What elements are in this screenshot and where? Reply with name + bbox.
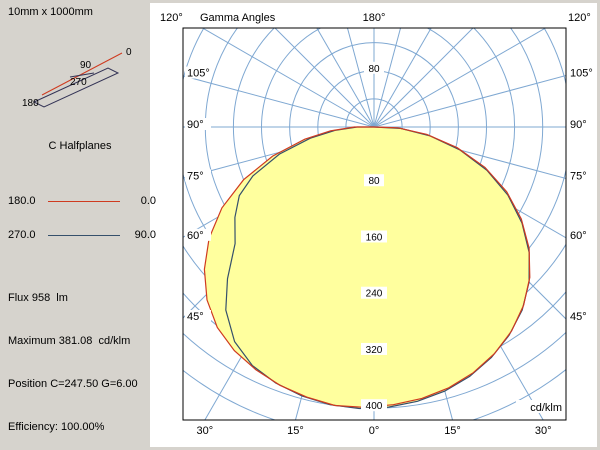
grid-ray bbox=[373, 28, 474, 128]
label-chip bbox=[364, 61, 384, 74]
bottom-angle-label: 15° bbox=[287, 425, 304, 437]
label-chip bbox=[185, 118, 211, 130]
legend-label-270: 270.0 bbox=[8, 228, 36, 241]
grid-ray bbox=[373, 28, 432, 128]
curve-fill-C270-C90 bbox=[225, 127, 530, 409]
angle-270-label: 270 bbox=[70, 77, 87, 88]
grid-ray bbox=[346, 28, 375, 128]
legend-row-c270-c90: 270.0 90.0 bbox=[8, 228, 156, 242]
angle-0-label: 0 bbox=[126, 47, 132, 58]
ring-label: 80 bbox=[368, 64, 380, 75]
right-angle-label: 45° bbox=[570, 311, 587, 323]
angle-labels: 30° 15° 0° 15° 30° 105° 105° 90° 90° 75° 75° 60° 60°… bbox=[160, 12, 593, 437]
right-angle-label: 105° bbox=[570, 68, 593, 80]
grid-ray bbox=[183, 75, 375, 128]
right-angle-label: 75° bbox=[570, 170, 587, 182]
legend-line-c180-c0 bbox=[48, 200, 120, 202]
bottom-angle-label: 30° bbox=[535, 425, 552, 437]
unit-label: cd/klm bbox=[530, 402, 562, 414]
luminaire-orientation-diagram: 0 90 270 180 bbox=[22, 47, 132, 109]
legend-label-90: 90.0 bbox=[134, 228, 156, 241]
flux-value: Flux 958 lm bbox=[8, 292, 68, 304]
legend: 180.0 0.0 270.0 90.0 bbox=[8, 194, 156, 262]
angle-180-label: 180 bbox=[22, 98, 39, 109]
label-chip bbox=[364, 174, 384, 187]
bottom-angle-label: 30° bbox=[197, 425, 214, 437]
label-chip bbox=[361, 230, 387, 243]
angle-90-label: 90 bbox=[80, 60, 92, 71]
ring-label: 320 bbox=[366, 345, 383, 356]
position-value: Position C=247.50 G=6.00 bbox=[8, 378, 138, 390]
top-angle-label: 120° bbox=[160, 12, 183, 24]
left-angle-label: 90° bbox=[187, 119, 204, 131]
label-chip bbox=[361, 286, 387, 299]
c0-axis-line bbox=[41, 52, 123, 96]
label-chip bbox=[185, 66, 211, 79]
distribution-curves bbox=[203, 126, 531, 410]
bottom-angle-label: 0° bbox=[369, 425, 380, 437]
luminaire-size-label: 10mm x 1000mm bbox=[8, 6, 93, 18]
chart-title: Gamma Angles bbox=[200, 12, 276, 24]
ring-labels: 80 80 160 240 320 400 bbox=[361, 61, 387, 412]
label-chip bbox=[185, 310, 211, 322]
right-angle-label: 60° bbox=[570, 230, 587, 242]
legend-line-c270-c90 bbox=[48, 234, 120, 236]
left-angle-label: 105° bbox=[187, 68, 210, 80]
label-chip bbox=[185, 169, 211, 182]
grid-ray bbox=[316, 28, 375, 128]
maximum-value: Maximum 381.08 cd/klm bbox=[8, 335, 131, 347]
grid-ray bbox=[373, 75, 566, 128]
ring-label: 240 bbox=[366, 289, 383, 300]
c90-axis-line bbox=[69, 72, 95, 78]
top-angle-label: 120° bbox=[568, 12, 591, 24]
top-angle-label: 180° bbox=[363, 12, 386, 24]
bottom-angle-label: 15° bbox=[444, 425, 461, 437]
right-angle-label: 90° bbox=[570, 119, 587, 131]
photometric-info: Flux 958 lm Maximum 381.08 cd/klm Positi… bbox=[8, 266, 138, 450]
curve-C270-C90 bbox=[225, 126, 530, 410]
ring-label: 400 bbox=[366, 401, 383, 412]
plot-border bbox=[182, 27, 567, 421]
ring-label: 160 bbox=[366, 232, 383, 243]
luminaire-body-shape bbox=[32, 67, 120, 108]
label-chip bbox=[185, 228, 211, 241]
c-halfplanes-label: C Halfplanes bbox=[48, 140, 112, 152]
legend-label-0: 0.0 bbox=[140, 194, 156, 207]
grid-ray bbox=[373, 28, 547, 128]
left-angle-label: 60° bbox=[187, 230, 204, 242]
left-angle-label: 75° bbox=[187, 170, 204, 182]
grid-ray bbox=[201, 28, 375, 128]
grid-ray bbox=[373, 28, 402, 128]
legend-label-180: 180.0 bbox=[8, 194, 36, 207]
grid-ray bbox=[274, 28, 375, 128]
left-angle-label: 45° bbox=[187, 311, 204, 323]
label-chip bbox=[516, 400, 564, 413]
label-chip bbox=[361, 342, 387, 355]
efficiency-value: Efficiency: 100.00% bbox=[8, 421, 105, 433]
label-chip bbox=[361, 399, 387, 412]
ring-label: 80 bbox=[368, 176, 380, 187]
legend-row-c180-c0: 180.0 0.0 bbox=[8, 194, 156, 208]
